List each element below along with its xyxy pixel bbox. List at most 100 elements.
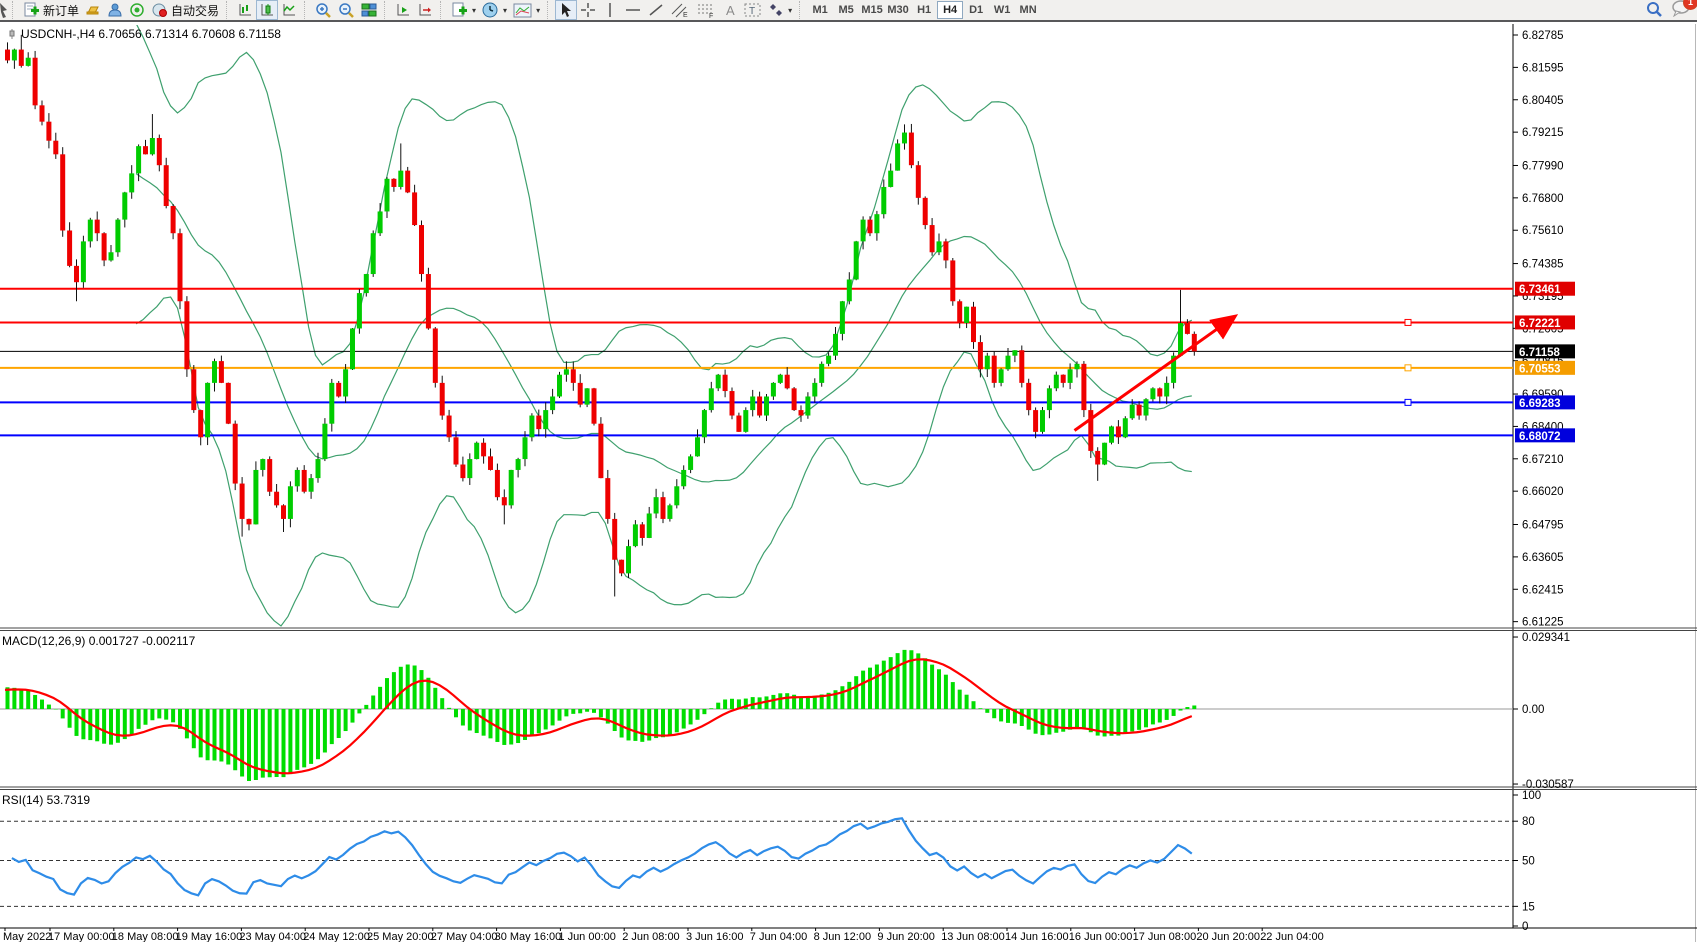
autotrade-label: 自动交易 (171, 3, 220, 18)
fibonacci-icon: F (698, 4, 713, 18)
toolbar-separator (226, 1, 231, 19)
time-axis-label: 30 May 16:00 (495, 931, 562, 942)
trendline-tool-button[interactable] (645, 0, 667, 20)
chart-window[interactable]: 6.82785 6.81595 6.80405 6.79215 6.77990 6.768… (0, 24, 1697, 942)
macd-tick-label: 0.029341 (1522, 632, 1570, 644)
toolbar-separator (12, 1, 17, 19)
timeframe-button-h1[interactable]: H1 (917, 4, 932, 16)
text-tool-button[interactable]: A (719, 0, 741, 20)
price-badge: 6.69283 (1515, 395, 1575, 410)
cursor-tool-button[interactable] (555, 0, 578, 20)
chart-title-row: USDCNH-,H4 6.70656 6.71314 6.70608 6.711… (8, 27, 281, 41)
auto-scroll-button[interactable] (392, 0, 414, 20)
time-axis-label: 17 Jun 08:00 (1133, 931, 1197, 942)
time-axis-label: 22 Jun 04:00 (1260, 931, 1324, 942)
signals-icon (130, 3, 144, 17)
chart-title-icon (9, 29, 15, 39)
zoom-out-button[interactable] (335, 0, 358, 20)
price-tick-label: 6.76800 (1522, 193, 1564, 205)
community-user-icon (108, 3, 122, 17)
toolbar-separator (384, 1, 389, 19)
time-axis-label: 1 Jun 00:00 (558, 931, 616, 942)
time-axis-label: 2 Jun 08:00 (622, 931, 680, 942)
autotrade-icon (152, 3, 168, 17)
rsi-tick-label: 0 (1522, 921, 1528, 933)
fibonacci-tool-button[interactable]: F (693, 0, 719, 20)
timeframe-button-h4[interactable]: H4 (937, 1, 964, 19)
time-axis-label: 7 Jun 04:00 (750, 931, 808, 942)
time-axis-label: 23 May 04:00 (239, 931, 306, 942)
timeframe-button-m5[interactable]: M5 (838, 4, 854, 16)
search-icon[interactable] (1645, 1, 1663, 19)
timeframe-button-d1[interactable]: D1 (969, 4, 984, 16)
toolbar-separator (799, 1, 804, 19)
dropdown-caret: ▾ (503, 5, 508, 15)
dropdown-caret: ▾ (472, 5, 477, 15)
timeframe-group: M1 M5 M15 M30 H1 H4 D1 W1 MN (807, 1, 1041, 19)
price-badge: 6.70553 (1515, 360, 1575, 375)
crosshair-tool-button[interactable] (577, 0, 599, 20)
new-order-button[interactable]: 新订单 (20, 0, 82, 20)
clipped-tool-icon (0, 3, 7, 18)
macd-histogram (4, 649, 1197, 781)
clock-icon (482, 2, 498, 17)
candlestick-chart-button[interactable] (256, 0, 279, 20)
zoom-in-button[interactable] (312, 0, 335, 20)
vertical-line-tool-button[interactable] (599, 0, 621, 20)
svg-text:6.69283: 6.69283 (1519, 398, 1561, 410)
svg-text:6.72221: 6.72221 (1519, 318, 1561, 330)
price-tick-label: 6.63605 (1522, 552, 1564, 564)
trend-arrow[interactable] (1073, 314, 1239, 432)
price-tick-label: 6.77990 (1522, 160, 1564, 172)
tile-windows-button[interactable] (358, 0, 380, 20)
rsi-label: RSI(14) 53.7319 (2, 793, 91, 807)
price-tick-label: 6.75610 (1522, 225, 1564, 237)
timeframe-button-m30[interactable]: M30 (887, 4, 909, 16)
toolbar-separator (304, 1, 309, 19)
notification-badge: 1 (1683, 0, 1697, 10)
horizontal-line-tool-button[interactable] (621, 0, 645, 20)
line-chart-button[interactable] (278, 0, 300, 20)
chart-shift-icon (419, 4, 432, 16)
price-badge: 6.72221 (1515, 315, 1575, 330)
template-button[interactable]: ▾ (510, 0, 543, 20)
community-button[interactable] (104, 0, 126, 20)
time-axis-label: 25 May 20:00 (367, 931, 434, 942)
new-order-icon (24, 2, 39, 17)
toolbar-right: 1 (1645, 0, 1697, 22)
timeframe-button-mn[interactable]: MN (1019, 4, 1037, 16)
text-label-tool-button[interactable]: T (741, 0, 765, 20)
new-chart-icon (452, 2, 468, 17)
channel-tool-button[interactable]: E (667, 0, 693, 20)
arrows-icon (770, 4, 783, 16)
svg-text:6.68072: 6.68072 (1519, 431, 1561, 443)
bar-chart-icon (239, 4, 252, 16)
market-depth-button[interactable] (82, 0, 104, 20)
bar-chart-button[interactable] (234, 0, 256, 20)
macd-tick-label: 0.00 (1522, 704, 1544, 716)
time-axis-label: 20 Jun 20:00 (1196, 931, 1260, 942)
timeframe-button-m15[interactable]: M15 (861, 4, 883, 16)
timeframe-button-m1[interactable]: M1 (812, 4, 828, 16)
period-button[interactable]: ▾ (479, 0, 510, 20)
new-chart-button[interactable]: ▾ (448, 0, 479, 20)
rsi-tick-label: 100 (1522, 790, 1541, 802)
cursor-icon (562, 3, 572, 17)
tile-windows-icon (361, 3, 377, 17)
price-tick-label: 6.81595 (1522, 62, 1564, 74)
notifications-button[interactable]: 1 (1671, 0, 1697, 22)
signals-button[interactable] (126, 0, 148, 20)
time-axis-label: 17 May 00:00 (48, 931, 115, 942)
autotrade-button[interactable]: 自动交易 (148, 0, 222, 20)
time-axis-label: 19 May 16:00 (176, 931, 243, 942)
timeframe-button-w1[interactable]: W1 (993, 4, 1011, 16)
arrows-tool-button[interactable]: ▾ (765, 0, 795, 20)
crosshair-icon (581, 3, 596, 17)
rsi-line (11, 817, 1193, 897)
svg-text:6.71158: 6.71158 (1519, 347, 1561, 359)
text-icon: A (726, 3, 735, 18)
main-toolbar: 新订单 自动交易 (0, 0, 1697, 22)
chart-shift-button[interactable] (414, 0, 436, 20)
